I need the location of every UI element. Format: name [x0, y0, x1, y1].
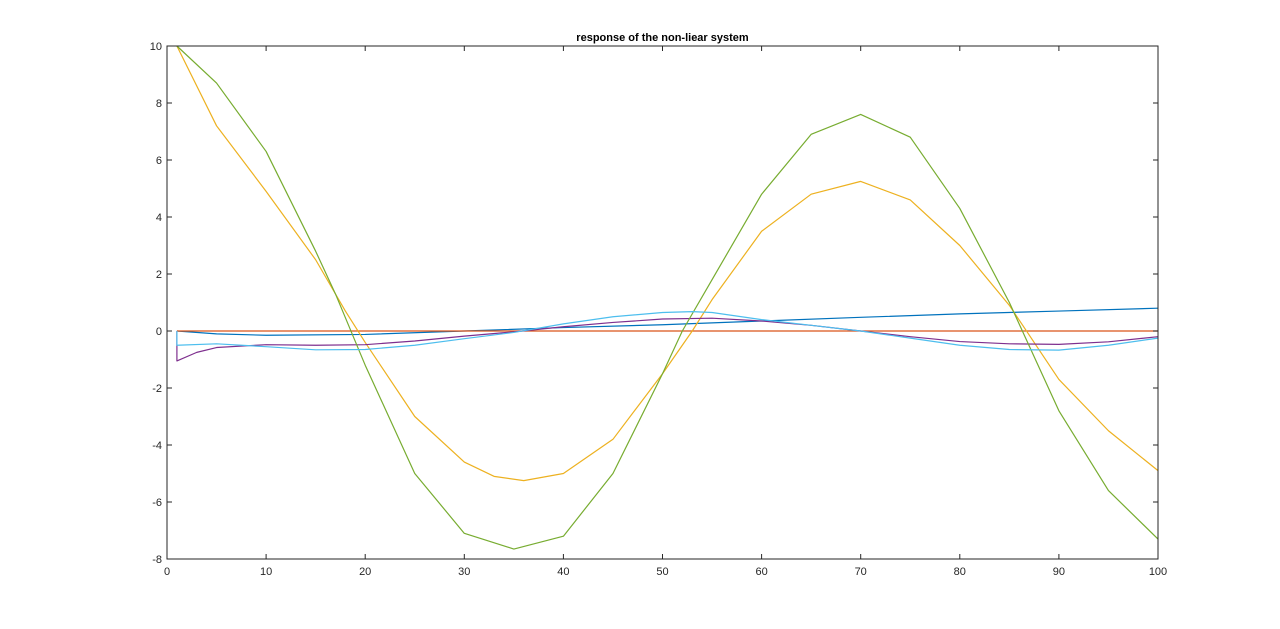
x-axis: 0 10 20 30 40 50 60 70 80 90 100	[164, 46, 1167, 578]
y-tick-label: -4	[152, 440, 162, 452]
x-tick-label: 0	[164, 566, 170, 578]
x-tick-label: 50	[656, 566, 668, 578]
x-tick-label: 60	[755, 566, 767, 578]
x-tick-label: 80	[954, 566, 966, 578]
series-line-6	[176, 311, 1159, 351]
x-tick-label: 20	[359, 566, 371, 578]
chart-title: response of the non-liear system	[576, 32, 749, 44]
x-tick-label: 10	[260, 566, 272, 578]
y-axis: -8 -6 -4 -2 0 2 4 6 8 10	[150, 41, 1158, 566]
x-tick-label: 100	[1149, 566, 1167, 578]
series-line-3	[176, 45, 1159, 482]
x-tick-label: 90	[1053, 566, 1065, 578]
y-tick-label: 4	[156, 212, 162, 224]
y-tick-label: 8	[156, 98, 162, 110]
y-tick-label: 0	[156, 326, 162, 338]
y-tick-label: 10	[150, 41, 162, 53]
y-tick-label: -2	[152, 383, 162, 395]
x-tick-label: 30	[458, 566, 470, 578]
x-tick-label: 40	[557, 566, 569, 578]
y-tick-label: 2	[156, 269, 162, 281]
y-tick-label: 6	[156, 155, 162, 167]
x-tick-label: 70	[855, 566, 867, 578]
series-line-5	[176, 45, 1159, 550]
y-tick-label: -8	[152, 554, 162, 566]
series-layer	[176, 45, 1159, 550]
series-line-1	[176, 307, 1159, 336]
y-tick-label: -6	[152, 497, 162, 509]
